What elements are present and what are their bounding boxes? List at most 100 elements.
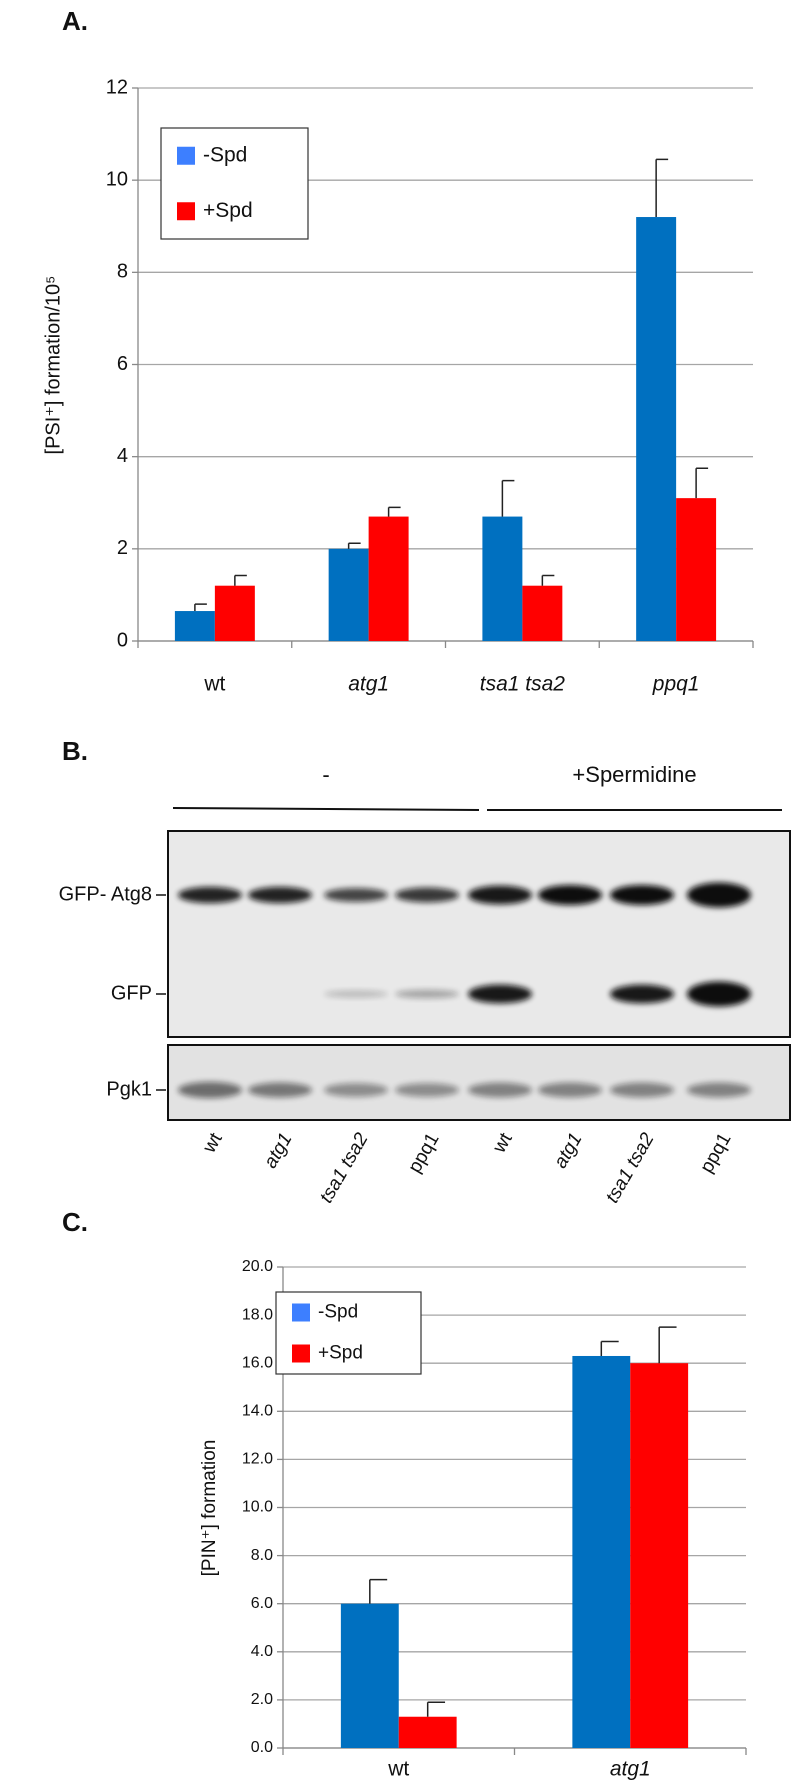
- lane-label: tsa1 tsa2: [316, 1129, 373, 1207]
- blot-band: [610, 885, 674, 905]
- error-bar: [695, 467, 709, 499]
- y-tick-label: 0: [117, 629, 128, 651]
- y-tick-label: 14.0: [242, 1403, 273, 1420]
- blot-band: [468, 1082, 532, 1098]
- error-bar: [387, 506, 401, 517]
- lane-label: wt: [488, 1129, 517, 1157]
- x-tick-label: atg1: [348, 673, 389, 696]
- blot-band: [468, 984, 532, 1004]
- legend-swatch: [292, 1303, 310, 1322]
- bar: [174, 611, 215, 641]
- legend-swatch: [177, 146, 195, 165]
- lane-label: atg1: [550, 1130, 587, 1173]
- panel-label: C.: [62, 1207, 88, 1237]
- blot-band: [178, 886, 242, 904]
- blot-band: [324, 888, 388, 902]
- blot-band: [538, 1082, 602, 1098]
- blot-band: [178, 1081, 242, 1099]
- y-tick-label: 0.0: [251, 1739, 273, 1756]
- bar: [636, 217, 677, 642]
- y-tick-label: 10.0: [242, 1499, 273, 1516]
- legend-box: [160, 127, 309, 240]
- y-tick-label: 10: [106, 168, 128, 190]
- blot-band: [248, 886, 312, 904]
- y-tick-label: 20.0: [242, 1258, 273, 1275]
- blot-band: [324, 990, 388, 998]
- blot-band: [395, 989, 459, 999]
- bar: [398, 1716, 457, 1748]
- bar: [368, 516, 409, 641]
- bar: [328, 548, 369, 641]
- group-label: +Spermidine: [572, 762, 696, 787]
- error-bar: [600, 1340, 619, 1356]
- error-bar: [501, 479, 515, 517]
- blot-band: [610, 1082, 674, 1098]
- error-bar: [234, 574, 247, 586]
- y-tick-label: 2: [117, 537, 128, 559]
- bar: [630, 1363, 689, 1748]
- y-axis-label: [PIN⁺] formation: [199, 1440, 220, 1577]
- x-tick-label: ppq1: [652, 673, 700, 696]
- legend-label: -Spd: [203, 143, 247, 166]
- y-tick-label: 12: [106, 76, 128, 98]
- blot-box: [167, 830, 791, 1038]
- legend-label: -Spd: [318, 1302, 358, 1323]
- error-bar: [347, 542, 361, 549]
- group-line: [172, 807, 480, 811]
- lane-label: wt: [198, 1129, 227, 1157]
- y-tick-label: 18.0: [242, 1306, 273, 1323]
- lane-label: tsa1 tsa2: [602, 1129, 659, 1207]
- lane-label: atg1: [260, 1130, 297, 1173]
- bar: [572, 1355, 631, 1748]
- bar: [676, 498, 717, 641]
- legend-label: +Spd: [318, 1343, 363, 1364]
- y-tick-label: 4: [117, 445, 128, 467]
- panel-label: B.: [62, 736, 88, 766]
- lane-label: ppq1: [404, 1130, 443, 1177]
- lane-label: ppq1: [696, 1130, 735, 1177]
- blot-band: [687, 882, 751, 908]
- bar: [482, 516, 523, 641]
- x-tick-label: tsa1 tsa2: [480, 673, 566, 696]
- error-bar: [426, 1701, 446, 1717]
- blot-band: [687, 1082, 751, 1098]
- group-label: -: [322, 762, 329, 787]
- x-tick-label: atg1: [610, 1758, 651, 1781]
- y-tick-label: 16.0: [242, 1354, 273, 1371]
- blot-band: [395, 887, 459, 903]
- bar: [214, 585, 255, 641]
- y-tick-label: 6: [117, 353, 128, 375]
- blot-box: [167, 1044, 791, 1121]
- x-tick-label: wt: [387, 1758, 409, 1781]
- legend-label: +Spd: [203, 199, 253, 222]
- y-tick-label: 8.0: [251, 1547, 273, 1564]
- blot-band: [538, 885, 602, 905]
- row-label: Pgk1: [106, 1078, 152, 1100]
- legend-swatch: [292, 1344, 310, 1363]
- error-bar: [194, 603, 207, 612]
- x-tick-label: wt: [203, 673, 225, 696]
- error-bar: [541, 574, 555, 586]
- blot-band: [687, 981, 751, 1007]
- blot-band: [248, 1082, 312, 1098]
- legend-swatch: [177, 202, 195, 221]
- row-label: GFP- Atg8: [59, 883, 152, 905]
- y-tick-label: 4.0: [251, 1643, 273, 1660]
- error-bar: [658, 1326, 677, 1364]
- blot-band: [610, 984, 674, 1004]
- blot-band: [324, 1083, 388, 1097]
- blot-band: [468, 885, 532, 905]
- blot-band: [395, 1083, 459, 1097]
- y-tick-label: 2.0: [251, 1691, 273, 1708]
- bar: [340, 1603, 399, 1748]
- y-tick-label: 6.0: [251, 1595, 273, 1612]
- y-axis-label: [PSI⁺] formation/10⁵: [42, 276, 64, 455]
- bar: [522, 585, 563, 641]
- error-bar: [369, 1578, 388, 1604]
- y-tick-label: 12.0: [242, 1451, 273, 1468]
- y-tick-label: 8: [117, 261, 128, 283]
- panel-label: A.: [62, 6, 88, 36]
- error-bar: [655, 158, 669, 218]
- row-label: GFP: [111, 982, 152, 1004]
